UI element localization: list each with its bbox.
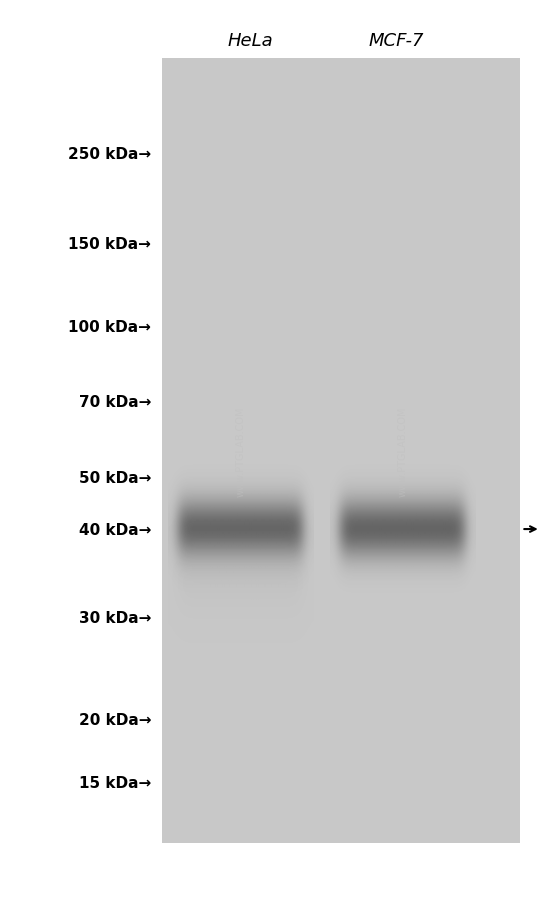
Text: 40 kDa→: 40 kDa→: [79, 522, 151, 537]
Text: 20 kDa→: 20 kDa→: [79, 712, 151, 727]
Bar: [162, 59, 520, 843]
Text: 30 kDa→: 30 kDa→: [79, 610, 151, 625]
Bar: [168, 59, 314, 843]
Text: www.PTGLAB.COM: www.PTGLAB.COM: [235, 406, 246, 496]
Text: 100 kDa→: 100 kDa→: [68, 319, 151, 335]
Text: 150 kDa→: 150 kDa→: [68, 237, 151, 252]
Text: HeLa: HeLa: [228, 32, 273, 50]
Text: 70 kDa→: 70 kDa→: [79, 395, 151, 410]
Text: 50 kDa→: 50 kDa→: [79, 471, 151, 486]
Text: 250 kDa→: 250 kDa→: [68, 147, 151, 161]
Bar: [330, 59, 476, 843]
Text: MCF-7: MCF-7: [368, 32, 424, 50]
Text: www.PTGLAB.COM: www.PTGLAB.COM: [398, 406, 408, 496]
Text: 15 kDa→: 15 kDa→: [79, 775, 151, 789]
